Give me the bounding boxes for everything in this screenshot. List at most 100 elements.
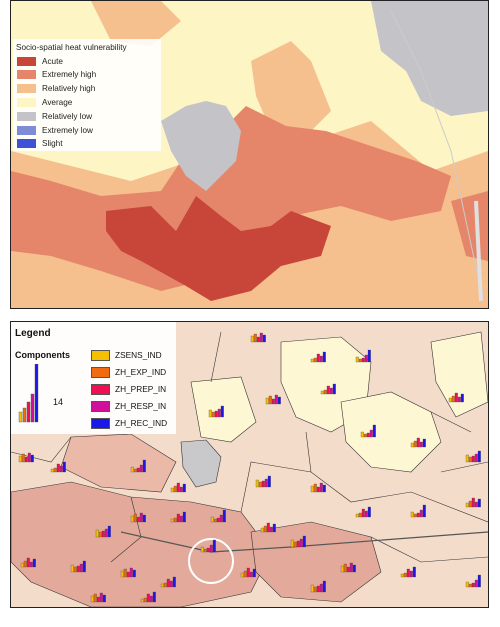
mini-bar xyxy=(216,517,220,523)
legend-label: ZH_RESP_IN xyxy=(115,401,167,411)
boundary-line xyxy=(390,10,482,292)
mini-bar xyxy=(316,353,320,363)
legend-label: Slight xyxy=(42,138,63,148)
mini-bar xyxy=(352,564,356,573)
mini-bar xyxy=(451,395,455,403)
mini-bar xyxy=(30,454,34,463)
mini-bar xyxy=(250,335,254,343)
mini-bar xyxy=(173,517,177,523)
mini-bar xyxy=(139,512,143,523)
mini-bar xyxy=(219,514,223,523)
mini-bar xyxy=(310,584,314,593)
mini-bar xyxy=(98,531,102,538)
mini-bar xyxy=(79,563,83,573)
legend-label: Average xyxy=(42,97,73,107)
mini-bar xyxy=(24,456,28,463)
mini-bar xyxy=(101,530,105,538)
mini-bar xyxy=(355,356,359,363)
mini-bar xyxy=(182,511,186,523)
legend-label: Relatively high xyxy=(42,83,96,93)
mini-bar xyxy=(90,595,94,603)
legend-row-relatively-low: Relatively low xyxy=(17,111,92,121)
mini-bar xyxy=(182,483,186,493)
mini-bar xyxy=(361,357,365,363)
mini-bar xyxy=(355,513,359,518)
mini-bar xyxy=(465,581,469,588)
mini-bar xyxy=(474,453,478,463)
legend-label: ZH_REC_IND xyxy=(115,418,168,428)
district-grey xyxy=(180,439,222,488)
mini-bar xyxy=(142,514,146,523)
mini-bar xyxy=(360,431,364,438)
mini-bar xyxy=(143,597,147,603)
mini-bar xyxy=(146,593,150,603)
legend-label: Relatively low xyxy=(42,111,93,121)
legend-swatch xyxy=(91,366,110,378)
components-map[interactable]: Legend Components 14 ZSENS_IND ZH_EXP_IN… xyxy=(10,321,489,608)
mini-bar xyxy=(313,586,317,593)
legend-swatch xyxy=(17,69,36,79)
mini-bar xyxy=(477,498,481,508)
mini-bar xyxy=(27,452,31,463)
mini-bar xyxy=(243,570,247,578)
legend-label: ZH_PREP_IN xyxy=(115,384,167,394)
mini-bar xyxy=(403,572,407,578)
legend-item-zsens: ZSENS_IND xyxy=(91,349,162,361)
district-low xyxy=(340,391,442,473)
mini-bar xyxy=(316,585,320,593)
mini-bar xyxy=(56,463,60,473)
legend-swatch xyxy=(17,111,36,121)
mini-bar xyxy=(170,518,174,523)
mini-bar xyxy=(474,579,478,588)
district-high xyxy=(250,521,382,603)
mini-bar xyxy=(419,509,423,518)
legend-item-zh-rec: ZH_REC_IND xyxy=(91,417,167,429)
legend-swatch xyxy=(91,417,110,429)
mini-bar xyxy=(313,357,317,363)
components-legend: Legend Components 14 ZSENS_IND ZH_EXP_IN… xyxy=(11,322,176,434)
mini-bar xyxy=(104,528,108,538)
mini-bar xyxy=(358,358,362,363)
heat-vulnerability-map[interactable]: Socio-spatial heat vulnerability Acute E… xyxy=(10,0,489,309)
legend-title: Socio-spatial heat vulnerability xyxy=(16,43,127,52)
legend-swatch xyxy=(17,125,36,135)
mini-bar xyxy=(93,593,97,603)
mini-bar xyxy=(477,450,481,463)
mini-bar xyxy=(172,576,176,588)
mini-bar xyxy=(266,522,270,533)
legend-swatch xyxy=(91,383,110,395)
mini-bar xyxy=(332,383,336,395)
legend-swatch xyxy=(17,97,36,107)
mini-bar xyxy=(102,594,106,603)
legend-row-extremely-low: Extremely low xyxy=(17,125,93,135)
mini-bar xyxy=(262,334,266,343)
legend-row-acute: Acute xyxy=(17,56,63,66)
mini-bar xyxy=(123,568,127,578)
mini-bar xyxy=(364,354,368,363)
mini-bar xyxy=(367,349,371,363)
mini-bar xyxy=(217,408,221,418)
mini-bar xyxy=(471,582,475,588)
mini-bar xyxy=(326,385,330,395)
mini-bar xyxy=(173,485,177,493)
mini-bar xyxy=(120,570,124,578)
mini-bar xyxy=(133,468,137,473)
mini-bar xyxy=(410,442,414,448)
mini-bar xyxy=(474,501,478,508)
legend-row-extremely-high: Extremely high xyxy=(17,69,96,79)
component-bar-charts xyxy=(18,332,481,603)
mini-bar xyxy=(32,558,36,568)
mini-bar xyxy=(255,479,259,488)
mini-bar xyxy=(274,394,278,405)
mini-bar xyxy=(277,396,281,405)
mini-bar xyxy=(246,567,250,578)
mini-bar xyxy=(268,395,272,405)
mini-bar xyxy=(290,539,294,548)
mini-bar xyxy=(406,568,410,578)
mini-bar xyxy=(422,504,426,518)
mini-bar xyxy=(23,560,27,568)
mini-bar xyxy=(448,397,452,403)
legend-row-relatively-high: Relatively high xyxy=(17,83,95,93)
mini-bar xyxy=(468,456,472,463)
mini-bar xyxy=(413,513,417,518)
